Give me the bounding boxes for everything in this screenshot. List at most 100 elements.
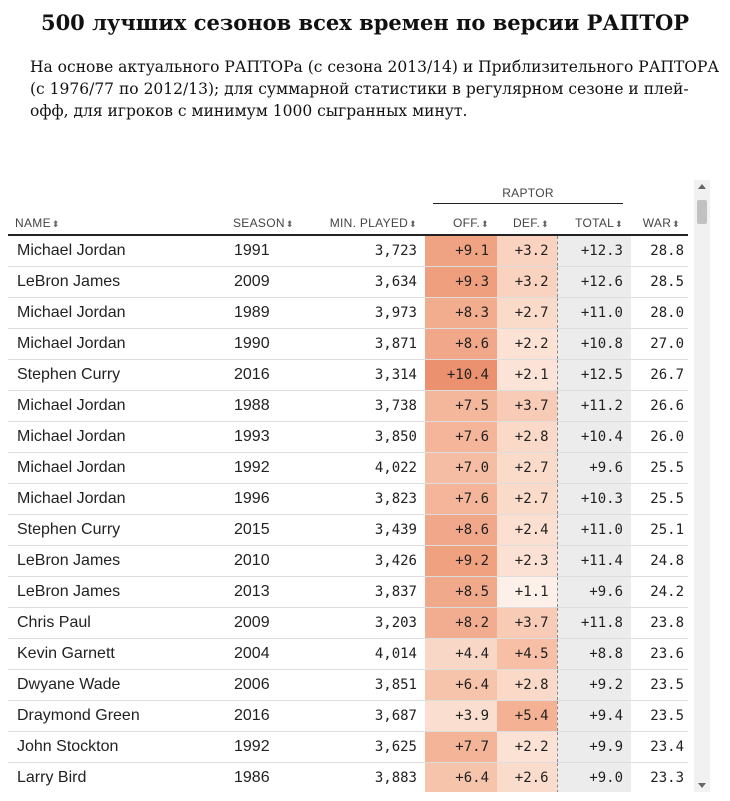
scrollbar-thumb[interactable] <box>697 200 707 224</box>
raptor-total-cell: +11.2 <box>557 390 631 422</box>
col-header-name[interactable]: NAME⬍ <box>8 204 226 236</box>
raptor-total-cell: +11.4 <box>557 545 631 577</box>
table-row: Michael Jordan 1988 3,738 +7.5 +3.7 +11.2 26.6 <box>8 390 688 422</box>
season-cell: 2016 <box>226 700 312 732</box>
table-row: LeBron James 2009 3,634 +9.3 +3.2 +12.6 28.5 <box>8 266 688 298</box>
raptor-def-cell: +2.7 <box>497 483 558 515</box>
raptor-off-cell: +9.1 <box>425 235 497 267</box>
player-name-cell: Draymond Green <box>8 700 226 732</box>
war-cell: 28.8 <box>631 235 688 267</box>
season-cell: 2009 <box>226 607 312 639</box>
raptor-total-cell: +8.8 <box>557 638 631 670</box>
raptor-off-cell: +7.6 <box>425 483 497 515</box>
min-played-cell: 4,022 <box>312 452 425 484</box>
player-name-cell: Larry Bird <box>8 762 226 792</box>
raptor-table: RAPTOR NAME⬍ SEASON⬍ MIN. PLAYED⬍ OFF.⬍ … <box>8 180 688 792</box>
player-name-cell: Michael Jordan <box>8 421 226 453</box>
raptor-group-header: RAPTOR <box>425 180 631 204</box>
player-name-cell: John Stockton <box>8 731 226 763</box>
war-cell: 25.1 <box>631 514 688 546</box>
min-played-cell: 3,314 <box>312 359 425 391</box>
war-cell: 25.5 <box>631 452 688 484</box>
raptor-off-cell: +8.6 <box>425 514 497 546</box>
war-cell: 23.3 <box>631 762 688 792</box>
raptor-total-cell: +12.3 <box>557 235 631 267</box>
raptor-def-cell: +1.1 <box>497 576 558 608</box>
sort-icon: ⬍ <box>285 219 294 229</box>
war-cell: 28.0 <box>631 297 688 329</box>
scroll-down-arrow-icon[interactable] <box>698 783 706 788</box>
season-cell: 1991 <box>226 235 312 267</box>
col-header-min-played[interactable]: MIN. PLAYED⬍ <box>312 204 425 236</box>
raptor-off-cell: +7.7 <box>425 731 497 763</box>
col-header-total[interactable]: TOTAL⬍ <box>557 204 631 236</box>
table-row: Michael Jordan 1996 3,823 +7.6 +2.7 +10.3 25.5 <box>8 483 688 515</box>
raptor-total-cell: +11.0 <box>557 297 631 329</box>
raptor-off-cell: +7.5 <box>425 390 497 422</box>
war-cell: 24.8 <box>631 545 688 577</box>
raptor-def-cell: +3.2 <box>497 235 558 267</box>
raptor-total-cell: +9.9 <box>557 731 631 763</box>
raptor-def-cell: +2.2 <box>497 731 558 763</box>
vertical-scrollbar[interactable] <box>694 180 710 792</box>
raptor-off-cell: +8.5 <box>425 576 497 608</box>
table-row: Dwyane Wade 2006 3,851 +6.4 +2.8 +9.2 23.5 <box>8 669 688 701</box>
player-name-cell: Michael Jordan <box>8 390 226 422</box>
raptor-off-cell: +4.4 <box>425 638 497 670</box>
raptor-def-cell: +3.7 <box>497 390 558 422</box>
raptor-def-cell: +2.7 <box>497 297 558 329</box>
war-cell: 23.6 <box>631 638 688 670</box>
raptor-def-cell: +2.2 <box>497 328 558 360</box>
col-header-def[interactable]: DEF.⬍ <box>497 204 557 236</box>
raptor-def-cell: +2.1 <box>497 359 558 391</box>
season-cell: 2015 <box>226 514 312 546</box>
raptor-off-cell: +8.2 <box>425 607 497 639</box>
raptor-total-cell: +12.6 <box>557 266 631 298</box>
season-cell: 2006 <box>226 669 312 701</box>
raptor-off-cell: +8.3 <box>425 297 497 329</box>
war-cell: 24.2 <box>631 576 688 608</box>
season-cell: 1990 <box>226 328 312 360</box>
player-name-cell: Michael Jordan <box>8 452 226 484</box>
raptor-def-cell: +3.2 <box>497 266 558 298</box>
table-row: Chris Paul 2009 3,203 +8.2 +3.7 +11.8 23.8 <box>8 607 688 639</box>
player-name-cell: Stephen Curry <box>8 359 226 391</box>
min-played-cell: 3,738 <box>312 390 425 422</box>
table-body: Michael Jordan 1991 3,723 +9.1 +3.2 +12.3 28.8… <box>8 235 688 792</box>
war-cell: 28.5 <box>631 266 688 298</box>
col-header-season[interactable]: SEASON⬍ <box>226 204 312 236</box>
sort-icon: ⬍ <box>481 219 489 229</box>
raptor-def-cell: +2.3 <box>497 545 558 577</box>
war-cell: 27.0 <box>631 328 688 360</box>
raptor-def-cell: +2.4 <box>497 514 558 546</box>
col-header-off[interactable]: OFF.⬍ <box>425 204 497 236</box>
raptor-def-cell: +2.7 <box>497 452 558 484</box>
col-header-war[interactable]: WAR⬍ <box>631 204 688 236</box>
sort-icon: ⬍ <box>672 219 680 229</box>
raptor-off-cell: +9.2 <box>425 545 497 577</box>
season-cell: 2010 <box>226 545 312 577</box>
raptor-off-cell: +7.6 <box>425 421 497 453</box>
raptor-total-cell: +10.8 <box>557 328 631 360</box>
war-cell: 23.8 <box>631 607 688 639</box>
table-row: Michael Jordan 1991 3,723 +9.1 +3.2 +12.3 28.8 <box>8 235 688 267</box>
player-name-cell: LeBron James <box>8 576 226 608</box>
min-played-cell: 3,634 <box>312 266 425 298</box>
table-row: Draymond Green 2016 3,687 +3.9 +5.4 +9.4 23.5 <box>8 700 688 732</box>
player-name-cell: Michael Jordan <box>8 297 226 329</box>
min-played-cell: 3,883 <box>312 762 425 792</box>
table-row: LeBron James 2013 3,837 +8.5 +1.1 +9.6 24.2 <box>8 576 688 608</box>
min-played-cell: 3,687 <box>312 700 425 732</box>
page-subtitle: На основе актуального РАПТОРа (с сезона … <box>30 58 720 120</box>
raptor-total-cell: +9.4 <box>557 700 631 732</box>
scroll-up-arrow-icon[interactable] <box>698 184 706 189</box>
raptor-off-cell: +7.0 <box>425 452 497 484</box>
raptor-off-cell: +6.4 <box>425 669 497 701</box>
min-played-cell: 3,723 <box>312 235 425 267</box>
sort-icon: ⬍ <box>541 219 549 229</box>
min-played-cell: 3,850 <box>312 421 425 453</box>
raptor-total-cell: +9.0 <box>557 762 631 792</box>
table-row: Stephen Curry 2016 3,314 +10.4 +2.1 +12.5 26.7 <box>8 359 688 391</box>
season-cell: 2009 <box>226 266 312 298</box>
min-played-cell: 3,625 <box>312 731 425 763</box>
